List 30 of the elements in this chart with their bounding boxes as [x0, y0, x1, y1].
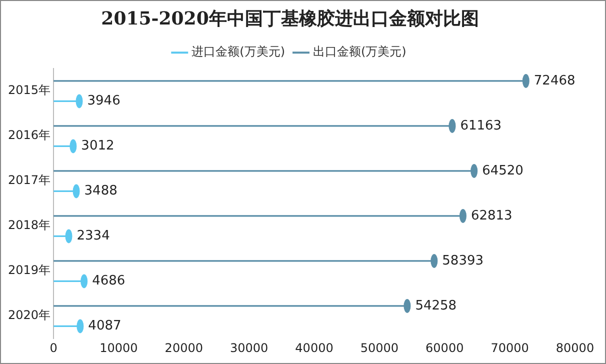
data-label: 58393 — [442, 253, 484, 268]
data-label: 2334 — [76, 228, 110, 244]
y-tick-label: 2019年 — [8, 263, 51, 278]
data-label: 4686 — [92, 274, 126, 289]
y-tick-label: 2018年 — [8, 218, 51, 232]
chart-title: 2015-2020年中国丁基橡胶进出口金额对比图 — [101, 8, 479, 30]
x-tick-label: 60000 — [426, 340, 464, 355]
y-tick-label: 2015年 — [8, 83, 51, 98]
data-label: 3488 — [84, 184, 118, 199]
data-label: 54258 — [415, 298, 457, 314]
data-label: 72468 — [534, 73, 576, 88]
data-label: 61163 — [460, 118, 502, 134]
x-tick-label: 20000 — [164, 340, 203, 355]
x-tick-label: 70000 — [490, 340, 529, 355]
legend-label: 出口金额(万美元) — [313, 44, 406, 59]
x-tick-label: 80000 — [556, 340, 594, 355]
legend-label: 进口金额(万美元) — [192, 44, 286, 59]
data-label: 3946 — [87, 94, 120, 109]
x-tick-label: 0 — [50, 340, 58, 355]
data-label: 4087 — [88, 318, 122, 334]
data-label: 64520 — [482, 163, 524, 178]
data-label: 3012 — [81, 138, 114, 154]
x-tick-label: 40000 — [295, 340, 334, 355]
y-tick-label: 2020年 — [8, 308, 51, 322]
x-tick-label: 30000 — [230, 340, 268, 355]
y-tick-label: 2017年 — [8, 173, 51, 188]
x-tick-label: 50000 — [360, 340, 399, 355]
y-tick-label: 2016年 — [8, 128, 51, 142]
x-tick-label: 10000 — [100, 340, 138, 355]
data-label: 62813 — [470, 208, 512, 224]
